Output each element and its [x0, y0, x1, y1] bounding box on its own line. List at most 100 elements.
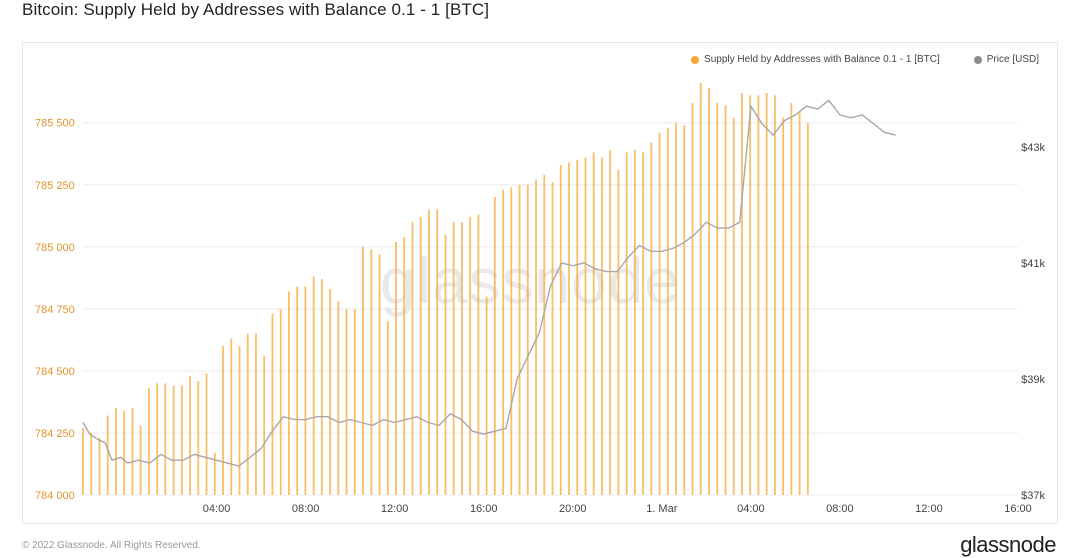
legend-item-price[interactable]: Price [USD]: [973, 54, 1039, 65]
supply-bar: [82, 427, 84, 495]
supply-bar: [757, 95, 760, 495]
legend-dot-price-icon: [973, 55, 982, 64]
supply-bar: [395, 241, 397, 495]
supply-bar: [246, 333, 249, 495]
supply-bar: [732, 117, 735, 496]
supply-bar: [790, 102, 793, 496]
y-left-tick-label: 784 250: [35, 428, 75, 440]
supply-bar: [642, 152, 645, 496]
supply-bar: [551, 182, 554, 496]
legend-label-price: Price [USD]: [986, 54, 1039, 65]
x-tick-label: 1. Mar: [646, 503, 678, 515]
y-right-tick-label: $39k: [1021, 374, 1045, 386]
supply-bar: [535, 179, 537, 496]
supply-bar: [419, 217, 422, 495]
supply-bar: [691, 102, 694, 496]
supply-bar: [592, 152, 595, 496]
supply-bar: [90, 432, 93, 495]
supply-bar: [131, 408, 134, 495]
legend-item-supply[interactable]: Supply Held by Addresses with Balance 0.…: [691, 54, 940, 65]
supply-bar: [197, 380, 200, 495]
supply-bar: [337, 301, 340, 495]
supply-bar: [428, 209, 430, 495]
y-right-tick-label: $37k: [1021, 490, 1045, 502]
supply-bar: [329, 289, 332, 495]
supply-bar: [189, 375, 191, 495]
x-tick-label: 04:00: [203, 503, 231, 515]
supply-bar: [263, 356, 266, 495]
supply-bar: [452, 221, 455, 495]
y-left-tick-label: 784 500: [35, 366, 75, 378]
supply-bar: [633, 150, 636, 495]
copyright-text: © 2022 Glassnode. All Rights Reserved.: [22, 540, 201, 551]
supply-bar: [172, 385, 175, 495]
supply-bar: [609, 150, 612, 495]
x-tick-label: 08:00: [292, 503, 320, 515]
supply-bar: [806, 122, 809, 495]
supply-bar: [675, 122, 677, 495]
supply-bar: [765, 92, 768, 496]
supply-bar: [469, 217, 472, 495]
supply-bar: [584, 157, 587, 495]
supply-bar: [708, 87, 710, 495]
supply-bar: [164, 383, 167, 495]
supply-bar: [222, 346, 224, 495]
supply-bar: [658, 132, 661, 495]
supply-bar: [518, 184, 521, 495]
y-left-tick-label: 784 750: [35, 304, 75, 316]
supply-bar: [749, 95, 752, 495]
x-tick-label: 12:00: [915, 503, 943, 515]
supply-bar: [798, 112, 801, 495]
supply-bar: [312, 276, 315, 495]
x-tick-label: 04:00: [737, 503, 765, 515]
y-left-tick-label: 784 000: [35, 490, 75, 502]
supply-bar: [115, 408, 117, 495]
supply-bar: [345, 308, 348, 495]
legend: Supply Held by Addresses with Balance 0.…: [691, 54, 1039, 65]
supply-bar: [180, 385, 183, 495]
supply-bar: [568, 162, 570, 495]
supply-bar: [230, 338, 233, 495]
supply-bar: [213, 452, 216, 495]
supply-bar: [353, 308, 356, 495]
glassnode-logo: glassnode: [960, 532, 1056, 557]
supply-bar: [156, 383, 159, 495]
supply-bar: [699, 83, 702, 495]
supply-bar: [205, 373, 208, 495]
watermark: glassnode: [380, 245, 681, 317]
y-right-tick-label: $43k: [1021, 142, 1045, 154]
supply-bar: [502, 189, 504, 495]
supply-bar: [436, 209, 439, 495]
x-tick-label: 12:00: [381, 503, 409, 515]
legend-label-supply: Supply Held by Addresses with Balance 0.…: [704, 54, 940, 65]
supply-bar: [403, 236, 406, 495]
x-tick-label: 16:00: [470, 503, 498, 515]
y-left-tick-label: 785 500: [35, 118, 75, 130]
supply-bar: [238, 346, 241, 495]
price-line: [82, 99, 896, 467]
supply-bar: [370, 249, 373, 495]
supply-bar: [666, 127, 669, 496]
supply-bar: [774, 95, 776, 495]
supply-bar: [576, 159, 579, 495]
supply-bar: [510, 187, 513, 495]
supply-bar: [123, 410, 126, 495]
supply-bar: [147, 388, 150, 495]
legend-dot-supply-icon: [691, 55, 700, 64]
supply-bar: [320, 279, 323, 495]
supply-bar: [782, 117, 785, 496]
x-tick-label: 08:00: [826, 503, 854, 515]
supply-bar: [460, 221, 463, 495]
y-left-tick-label: 785 250: [35, 180, 75, 192]
supply-bar: [493, 197, 496, 495]
supply-bar: [279, 308, 282, 495]
chart-plot: glassnode 784 000 784 250 784 500 784 750 785…: [35, 83, 1045, 515]
y-left-tick-label: 785 000: [35, 242, 75, 254]
supply-bar: [716, 102, 719, 496]
supply-bar: [526, 184, 529, 495]
supply-bar: [724, 105, 727, 496]
supply-bar: [601, 157, 603, 495]
supply-bar: [741, 92, 743, 496]
supply-bar: [444, 234, 447, 495]
chart-container: Supply Held by Addresses with Balance 0.…: [22, 42, 1058, 524]
